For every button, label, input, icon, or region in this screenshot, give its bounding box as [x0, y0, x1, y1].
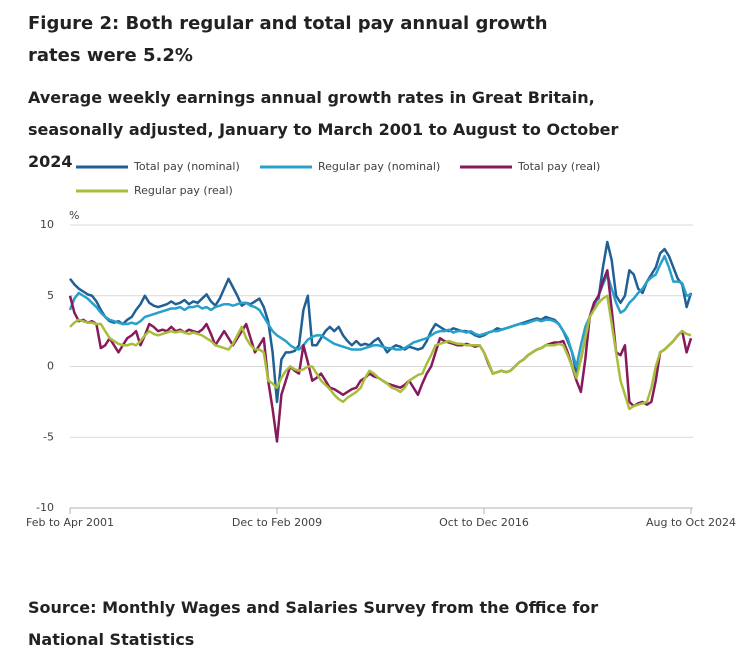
y-tick-label: 10	[40, 218, 54, 231]
x-tick-label: Oct to Dec 2016	[439, 516, 529, 529]
legend-label: Regular pay (real)	[134, 184, 233, 197]
chart-title: Figure 2: Both regular and total pay ann…	[28, 13, 548, 66]
legend-label: Total pay (real)	[517, 160, 600, 173]
x-tick-label: Dec to Feb 2009	[232, 516, 322, 529]
legend-label: Total pay (nominal)	[133, 160, 240, 173]
legend-label: Regular pay (nominal)	[318, 160, 440, 173]
chart: % -10 -5 0 5 10 Feb to Apr 2001 Dec to Feb 200…	[26, 160, 736, 529]
y-tick-label: 0	[47, 360, 54, 373]
x-tick-label: Feb to Apr 2001	[26, 516, 114, 529]
y-unit: %	[69, 209, 79, 222]
x-tick-label: Aug to Oct 2024	[646, 516, 736, 529]
series-line	[68, 254, 692, 368]
chart-source: Source: Monthly Wages and Salaries Surve…	[28, 598, 599, 649]
y-tick-label: 5	[47, 289, 54, 302]
y-tick-label: -5	[43, 430, 54, 443]
chart-subtitle: Average weekly earnings annual growth ra…	[28, 88, 619, 171]
y-tick-label: -10	[36, 501, 54, 514]
series-line	[69, 294, 692, 411]
